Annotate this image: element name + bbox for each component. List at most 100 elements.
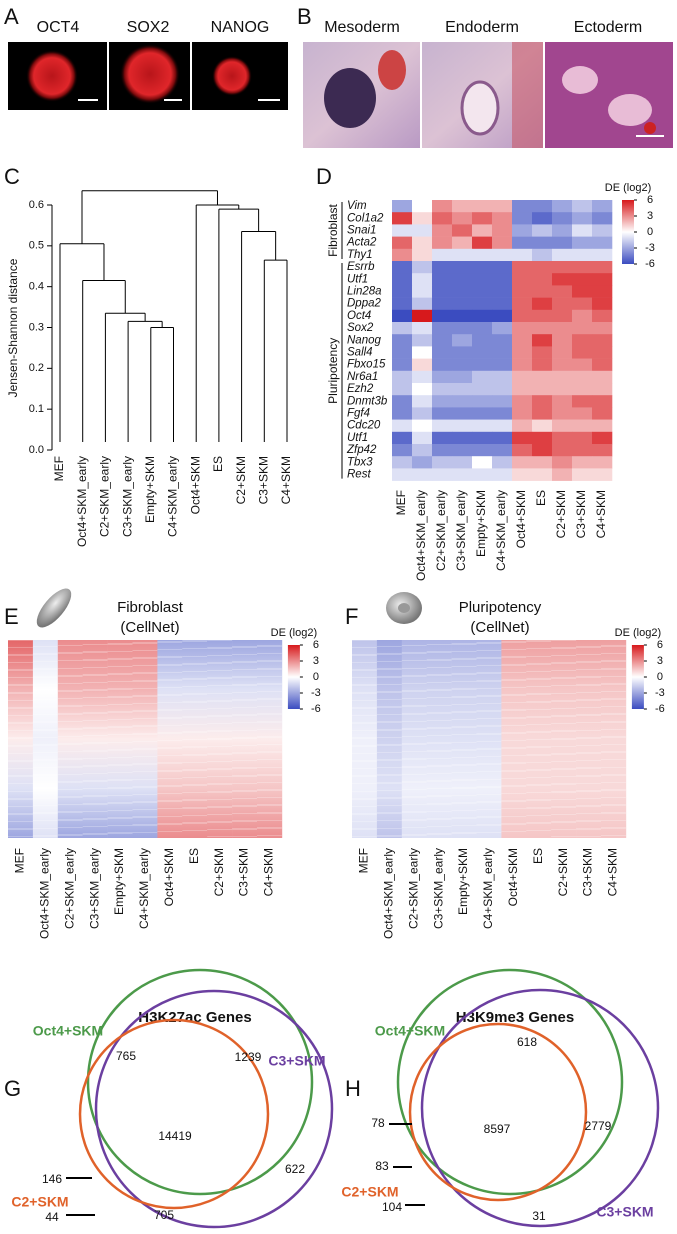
heatmap-cell — [472, 273, 493, 286]
heatmap-stripe — [257, 767, 282, 768]
heatmap-stripe — [426, 819, 452, 820]
heatmap-stripe — [501, 732, 527, 733]
y-tick-label: 0.6 — [29, 199, 44, 211]
heatmap-stripe — [32, 654, 58, 655]
heatmap-cell — [572, 407, 593, 420]
heatmap-stripe — [426, 811, 452, 812]
heatmap-stripe — [476, 794, 502, 795]
heatmap-stripe — [207, 783, 233, 784]
heatmap-stripe — [376, 707, 402, 708]
heatmap-stripe — [232, 828, 257, 829]
heatmap-cell — [392, 334, 413, 347]
heatmap-stripe — [132, 672, 158, 673]
heatmap-stripe — [376, 721, 402, 722]
heatmap-stripe — [501, 801, 527, 802]
heatmap-stripe — [57, 767, 83, 768]
heatmap-cell — [472, 346, 493, 359]
heatmap-stripe — [551, 663, 577, 664]
heatmap-cell — [592, 346, 613, 359]
heatmap-stripe — [82, 667, 108, 668]
heatmap-stripe — [57, 744, 83, 745]
heatmap-stripe — [526, 769, 552, 770]
heatmap-stripe — [132, 688, 158, 689]
heatmap-stripe — [8, 655, 33, 656]
heatmap-cell — [492, 212, 513, 225]
image-title: SOX2 — [127, 19, 170, 36]
heatmap-stripe — [426, 689, 452, 690]
gene-label: Acta2 — [346, 237, 377, 249]
heatmap-cell — [552, 273, 573, 286]
heatmap-cell — [512, 261, 533, 274]
heatmap-stripe — [8, 722, 33, 723]
heatmap-stripe — [576, 752, 601, 753]
heatmap-stripe — [32, 820, 58, 821]
heatmap-stripe — [157, 665, 183, 666]
heatmap-cell — [412, 285, 433, 298]
gene-label: Utf1 — [347, 432, 368, 444]
heatmap-stripe — [257, 813, 282, 814]
heatmap-cell — [392, 468, 413, 481]
heatmap-stripe — [257, 645, 282, 646]
y-tick-label: 0.2 — [29, 362, 44, 374]
venn-circle — [396, 968, 624, 1196]
heatmap-stripe — [107, 711, 133, 712]
heatmap-stripe — [401, 820, 427, 821]
heatmap-stripe — [232, 647, 257, 648]
gene-label: Fgf4 — [347, 408, 370, 420]
heatmap-stripe — [476, 725, 502, 726]
heatmap-stripe — [107, 779, 133, 780]
colorbar-tick-label: 0 — [657, 671, 663, 683]
heatmap-cell — [472, 468, 493, 481]
heatmap-stripe — [82, 804, 108, 805]
heatmap-stripe — [601, 774, 626, 775]
heatmap-stripe — [352, 761, 377, 762]
heatmap-stripe — [57, 751, 83, 752]
heatmap-stripe — [376, 752, 402, 753]
heatmap-stripe — [132, 787, 158, 788]
column-label: C4+SKM_early — [481, 848, 495, 929]
heatmap-stripe — [32, 812, 58, 813]
heatmap-stripe — [57, 691, 83, 692]
heatmap-cell — [592, 309, 613, 323]
heatmap-stripe — [82, 751, 108, 752]
heatmap-stripe — [501, 816, 527, 817]
column-label: Empty+SKM — [474, 490, 488, 557]
heatmap-stripe — [207, 739, 233, 740]
heatmap-stripe — [576, 730, 601, 731]
heatmap-stripe — [501, 793, 527, 794]
heatmap-stripe — [401, 804, 427, 805]
heatmap-stripe — [182, 755, 208, 756]
heatmap-stripe — [207, 685, 233, 686]
heatmap-stripe — [82, 651, 108, 652]
heatmap-stripe — [551, 723, 577, 724]
heatmap-cell — [552, 334, 573, 347]
heatmap-cell — [532, 273, 553, 286]
column-label: Oct4+SKM_early — [38, 848, 52, 939]
heatmap-stripe — [551, 647, 577, 648]
heatmap-cell — [452, 261, 473, 274]
gene-label: Nr6a1 — [347, 371, 378, 383]
heatmap-cell — [432, 444, 453, 457]
heatmap-stripe — [207, 738, 233, 739]
heatmap-stripe — [476, 817, 502, 818]
gene-label: Tbx3 — [347, 456, 373, 468]
heatmap-stripe — [451, 644, 477, 645]
heatmap-stripe — [207, 768, 233, 769]
heatmap-stripe — [257, 805, 282, 806]
heatmap-cell — [452, 370, 473, 384]
heatmap-cell — [512, 383, 533, 396]
heatmap-stripe — [182, 792, 208, 793]
column-label: ES — [187, 848, 201, 864]
heatmap-cell — [392, 309, 413, 323]
heatmap-stripe — [451, 673, 477, 674]
heatmap-cell — [472, 224, 493, 237]
heatmap-stripe — [257, 706, 282, 707]
heatmap-stripe — [376, 692, 402, 693]
heatmap-stripe — [32, 760, 58, 761]
heatmap-stripe — [232, 654, 257, 655]
colorbar-tick-label: 6 — [647, 194, 653, 206]
heatmap-stripe — [401, 827, 427, 828]
heatmap-stripe — [376, 722, 402, 723]
heatmap-cell — [452, 309, 473, 323]
heatmap-stripe — [82, 644, 108, 645]
